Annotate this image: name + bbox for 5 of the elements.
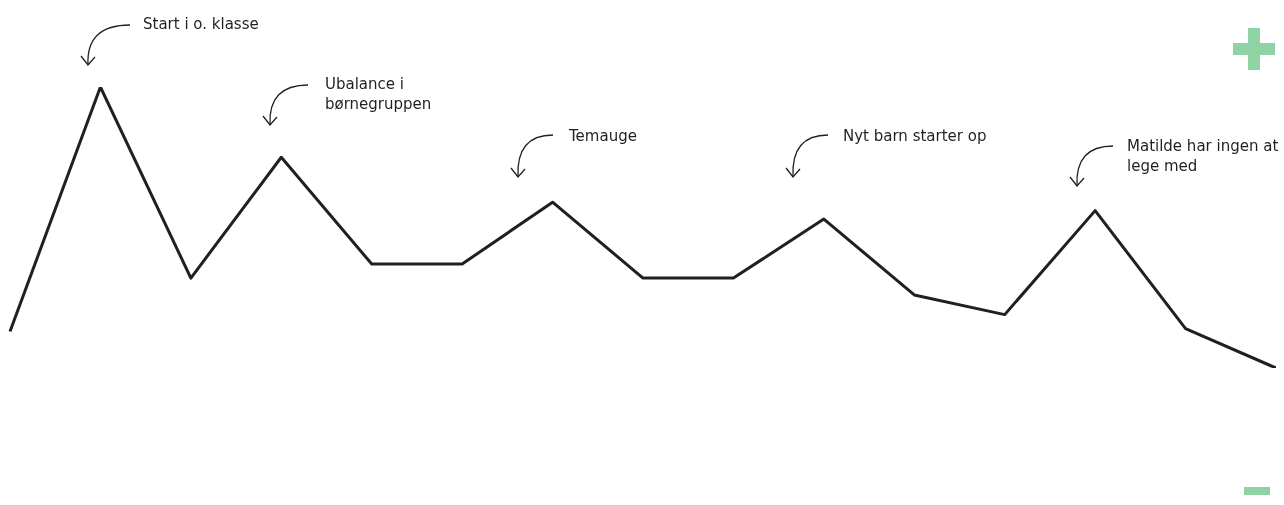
annotation: Nyt barn starter op [843,126,988,146]
annotation: Matilde har ingen at lege med [1127,136,1280,176]
text: Start i o. klasse [143,14,260,34]
annotation: Ubalance i børnegruppen [325,74,433,114]
annotation: Temauge [569,126,638,146]
